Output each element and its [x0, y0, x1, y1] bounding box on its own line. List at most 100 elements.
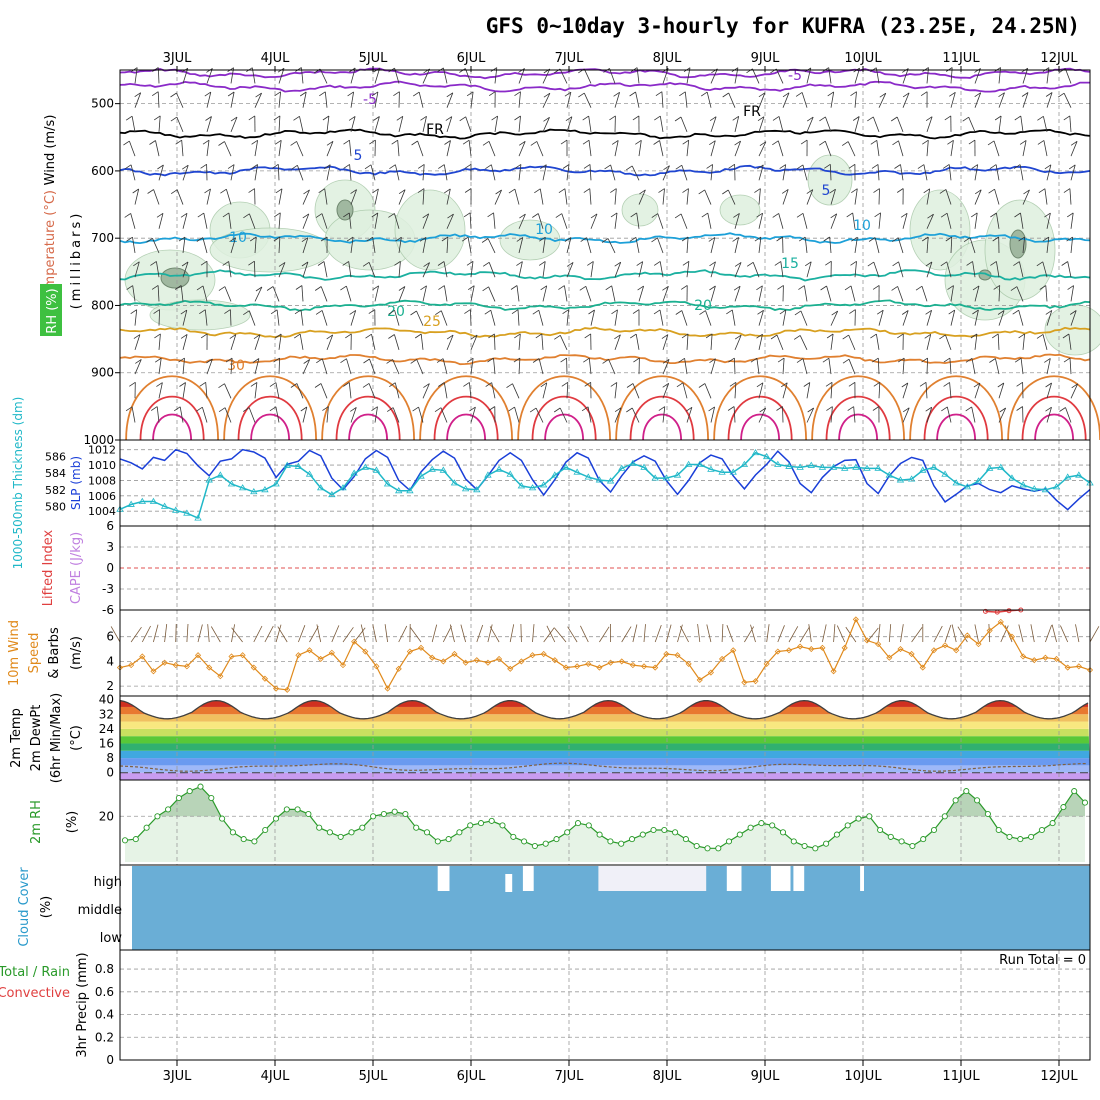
thickness-point	[762, 452, 771, 460]
wind-barb-flag	[227, 164, 235, 169]
wind-barb-flag	[1036, 334, 1044, 339]
wind-barb	[132, 237, 136, 254]
wind-barb	[1046, 310, 1053, 326]
wind-barb-10m	[1045, 624, 1052, 643]
rh-2m-panel: 20 2m RH (%)	[29, 779, 1091, 866]
wind-barb-flag	[553, 407, 561, 413]
wind-barb-flag	[759, 407, 766, 413]
wind-barb-flag	[968, 139, 976, 145]
wind-barb-10m	[110, 626, 121, 643]
wind-barb	[372, 237, 376, 254]
thickness-point	[450, 479, 459, 486]
wind-barb-flag	[681, 333, 689, 339]
wind-barb-flag	[897, 357, 905, 363]
wind-barb	[734, 286, 741, 302]
lifted-index-cape-panel: 630-3-6 Lifted Index CAPE (J/kg)	[41, 519, 1091, 617]
wind-barb-flag	[350, 407, 357, 412]
date-label-bottom: 4JUL	[261, 1069, 291, 1084]
wind-barb-flag	[921, 236, 929, 242]
wind-barb	[585, 286, 592, 302]
thickness-point	[796, 463, 804, 470]
wind-barb-10m	[944, 624, 952, 643]
wind-barb-flag	[890, 116, 898, 122]
wind-barb	[348, 382, 352, 399]
wind-barb	[631, 407, 640, 423]
wind-speed-point	[306, 647, 313, 654]
wind-barb	[681, 165, 688, 181]
ytick-temp: 32	[99, 707, 114, 721]
wind-barb	[538, 310, 544, 326]
thickness-point	[361, 463, 369, 470]
rh-point	[930, 826, 938, 834]
wind-barb-10m	[1060, 625, 1069, 643]
wind-barb	[896, 116, 904, 133]
wind-barb-flag	[997, 382, 1005, 388]
wind-barb	[302, 237, 309, 254]
wind-barb-flag	[734, 334, 742, 340]
wind-barb-flag	[681, 236, 689, 242]
wind-barb-flag	[251, 139, 258, 145]
wind-speed-point	[574, 663, 581, 670]
wind-barb	[733, 406, 736, 423]
wind-barb-flag	[366, 236, 373, 242]
rh-point	[305, 810, 312, 818]
wind-barb-flag	[873, 381, 881, 387]
wind-barb-flag	[674, 213, 682, 219]
wind-barb-flag	[680, 285, 688, 290]
wind-barb	[1020, 358, 1024, 375]
wind-barb	[1043, 140, 1048, 157]
wind-barb-flag	[892, 140, 899, 146]
warm-contour	[321, 375, 415, 441]
wind-barb	[682, 382, 688, 399]
wind-barb	[542, 93, 551, 108]
wind-barb-flag	[322, 406, 329, 411]
wind-barb	[326, 164, 331, 181]
wind-barb-flag	[488, 406, 496, 411]
ylabel-rh2m-unit: (%)	[65, 811, 80, 834]
wind-barb-flag	[998, 92, 1005, 98]
wind-barb	[734, 334, 742, 351]
wind-barb	[518, 261, 523, 278]
wind-barb-10m	[342, 627, 354, 643]
wind-barb	[776, 334, 784, 351]
wind-barb	[564, 188, 568, 205]
wind-barb	[830, 333, 834, 350]
rh-contour-area	[394, 189, 466, 271]
wind-barb	[278, 212, 281, 229]
warm-contour	[615, 375, 709, 441]
wind-barb	[710, 237, 716, 254]
wind-barb	[974, 382, 981, 399]
wind-barb	[588, 116, 592, 132]
wind-barb-flag	[781, 189, 789, 194]
wind-barb	[129, 140, 136, 157]
warm-contour	[936, 413, 976, 441]
wind-barb-10m	[766, 624, 770, 643]
wind-barb	[518, 237, 524, 254]
wind-barb	[566, 92, 572, 108]
rh-point	[1049, 820, 1056, 827]
wind-barb-flag	[514, 333, 521, 339]
wind-barb	[155, 140, 160, 157]
wind-barb	[680, 116, 688, 133]
wind-speed-point	[540, 650, 547, 658]
thickness-point	[874, 464, 882, 471]
wind-barb-flag	[1070, 140, 1078, 146]
wind-barb-flag	[940, 261, 948, 267]
wind-barb	[728, 92, 736, 108]
wind-barb	[610, 164, 616, 181]
ytick-thickness: 582	[45, 484, 66, 497]
ylabel-wind-b: Speed	[27, 633, 42, 674]
rh-point	[316, 824, 323, 831]
wind-speed-point	[128, 662, 135, 669]
wind-barb	[877, 358, 880, 375]
thickness-point	[919, 466, 927, 473]
wind-barb-flag	[653, 261, 661, 266]
wind-speed-point	[607, 659, 614, 666]
wind-barb	[782, 189, 789, 205]
rh-point	[456, 829, 463, 836]
rh-point	[779, 829, 787, 836]
rh-point	[747, 824, 754, 831]
wind-speed-point	[618, 658, 625, 665]
wind-barb-flag	[540, 285, 547, 291]
wind-barb	[206, 92, 212, 108]
